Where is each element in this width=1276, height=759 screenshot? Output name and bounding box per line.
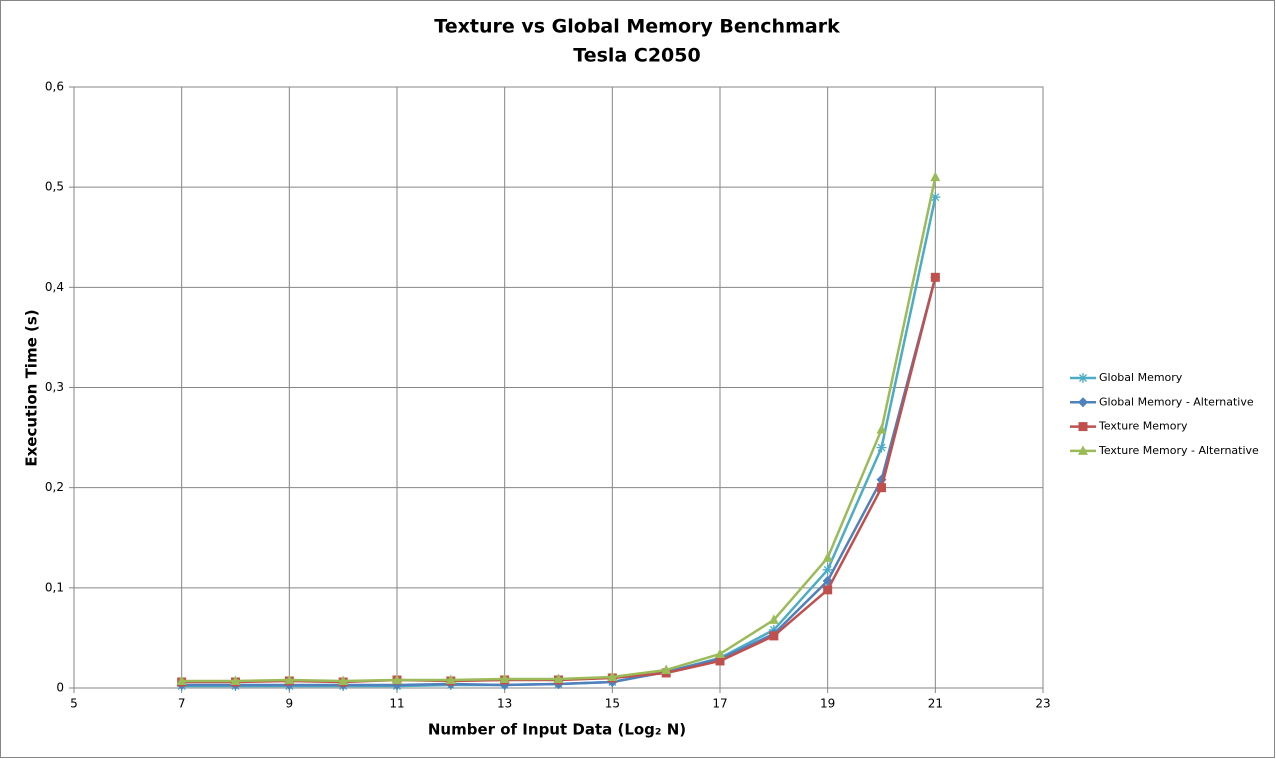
marker bbox=[176, 675, 187, 685]
marker bbox=[823, 585, 833, 595]
marker bbox=[715, 648, 725, 658]
marker bbox=[1078, 397, 1088, 408]
marker bbox=[768, 614, 779, 624]
marker bbox=[499, 673, 510, 683]
legend-label: Texture Memory bbox=[1098, 420, 1188, 433]
marker bbox=[284, 674, 295, 684]
chart-title: Texture vs Global Memory Benchmark bbox=[434, 16, 840, 38]
x-tick-label: 23 bbox=[1035, 697, 1050, 711]
marker bbox=[392, 674, 402, 684]
marker bbox=[1078, 445, 1088, 455]
marker bbox=[930, 171, 941, 182]
marker bbox=[876, 442, 887, 453]
x-tick-label: 17 bbox=[712, 697, 727, 711]
legend-label: Global Memory - Alternative bbox=[1099, 395, 1254, 408]
marker bbox=[230, 675, 241, 685]
x-tick-label: 11 bbox=[389, 697, 404, 711]
marker bbox=[445, 674, 456, 684]
legend-label: Global Memory bbox=[1099, 371, 1183, 384]
marker bbox=[1078, 373, 1088, 383]
x-tick-label: 19 bbox=[820, 697, 835, 711]
y-tick-label: 0,6 bbox=[45, 80, 64, 94]
marker bbox=[661, 664, 672, 674]
marker bbox=[1078, 422, 1088, 432]
x-tick-label: 5 bbox=[70, 697, 78, 711]
y-tick-label: 0,4 bbox=[45, 280, 64, 294]
y-tick-label: 0,5 bbox=[45, 180, 64, 194]
y-axis-title: Execution Time (s) bbox=[23, 309, 41, 466]
y-tick-label: 0 bbox=[56, 681, 64, 695]
marker bbox=[553, 673, 564, 683]
marker bbox=[822, 564, 833, 575]
marker bbox=[876, 424, 887, 434]
marker bbox=[877, 483, 886, 493]
x-tick-label: 13 bbox=[497, 697, 512, 711]
marker bbox=[930, 192, 941, 203]
chart-subtitle: Tesla C2050 bbox=[573, 45, 700, 67]
marker bbox=[930, 272, 940, 282]
y-tick-label: 0,2 bbox=[45, 480, 64, 494]
x-tick-label: 7 bbox=[178, 697, 186, 711]
marker bbox=[715, 656, 725, 666]
x-tick-label: 9 bbox=[286, 697, 294, 711]
x-axis-title: Number of Input Data (Log₂ N) bbox=[428, 721, 686, 739]
y-tick-label: 0,1 bbox=[45, 580, 64, 594]
marker bbox=[822, 552, 833, 562]
x-tick-label: 21 bbox=[928, 697, 943, 711]
x-tick-label: 15 bbox=[605, 697, 620, 711]
marker bbox=[338, 675, 349, 685]
y-tick-label: 0,3 bbox=[45, 380, 64, 394]
legend-label: Texture Memory - Alternative bbox=[1098, 444, 1259, 457]
marker bbox=[769, 631, 779, 641]
marker bbox=[607, 671, 618, 681]
